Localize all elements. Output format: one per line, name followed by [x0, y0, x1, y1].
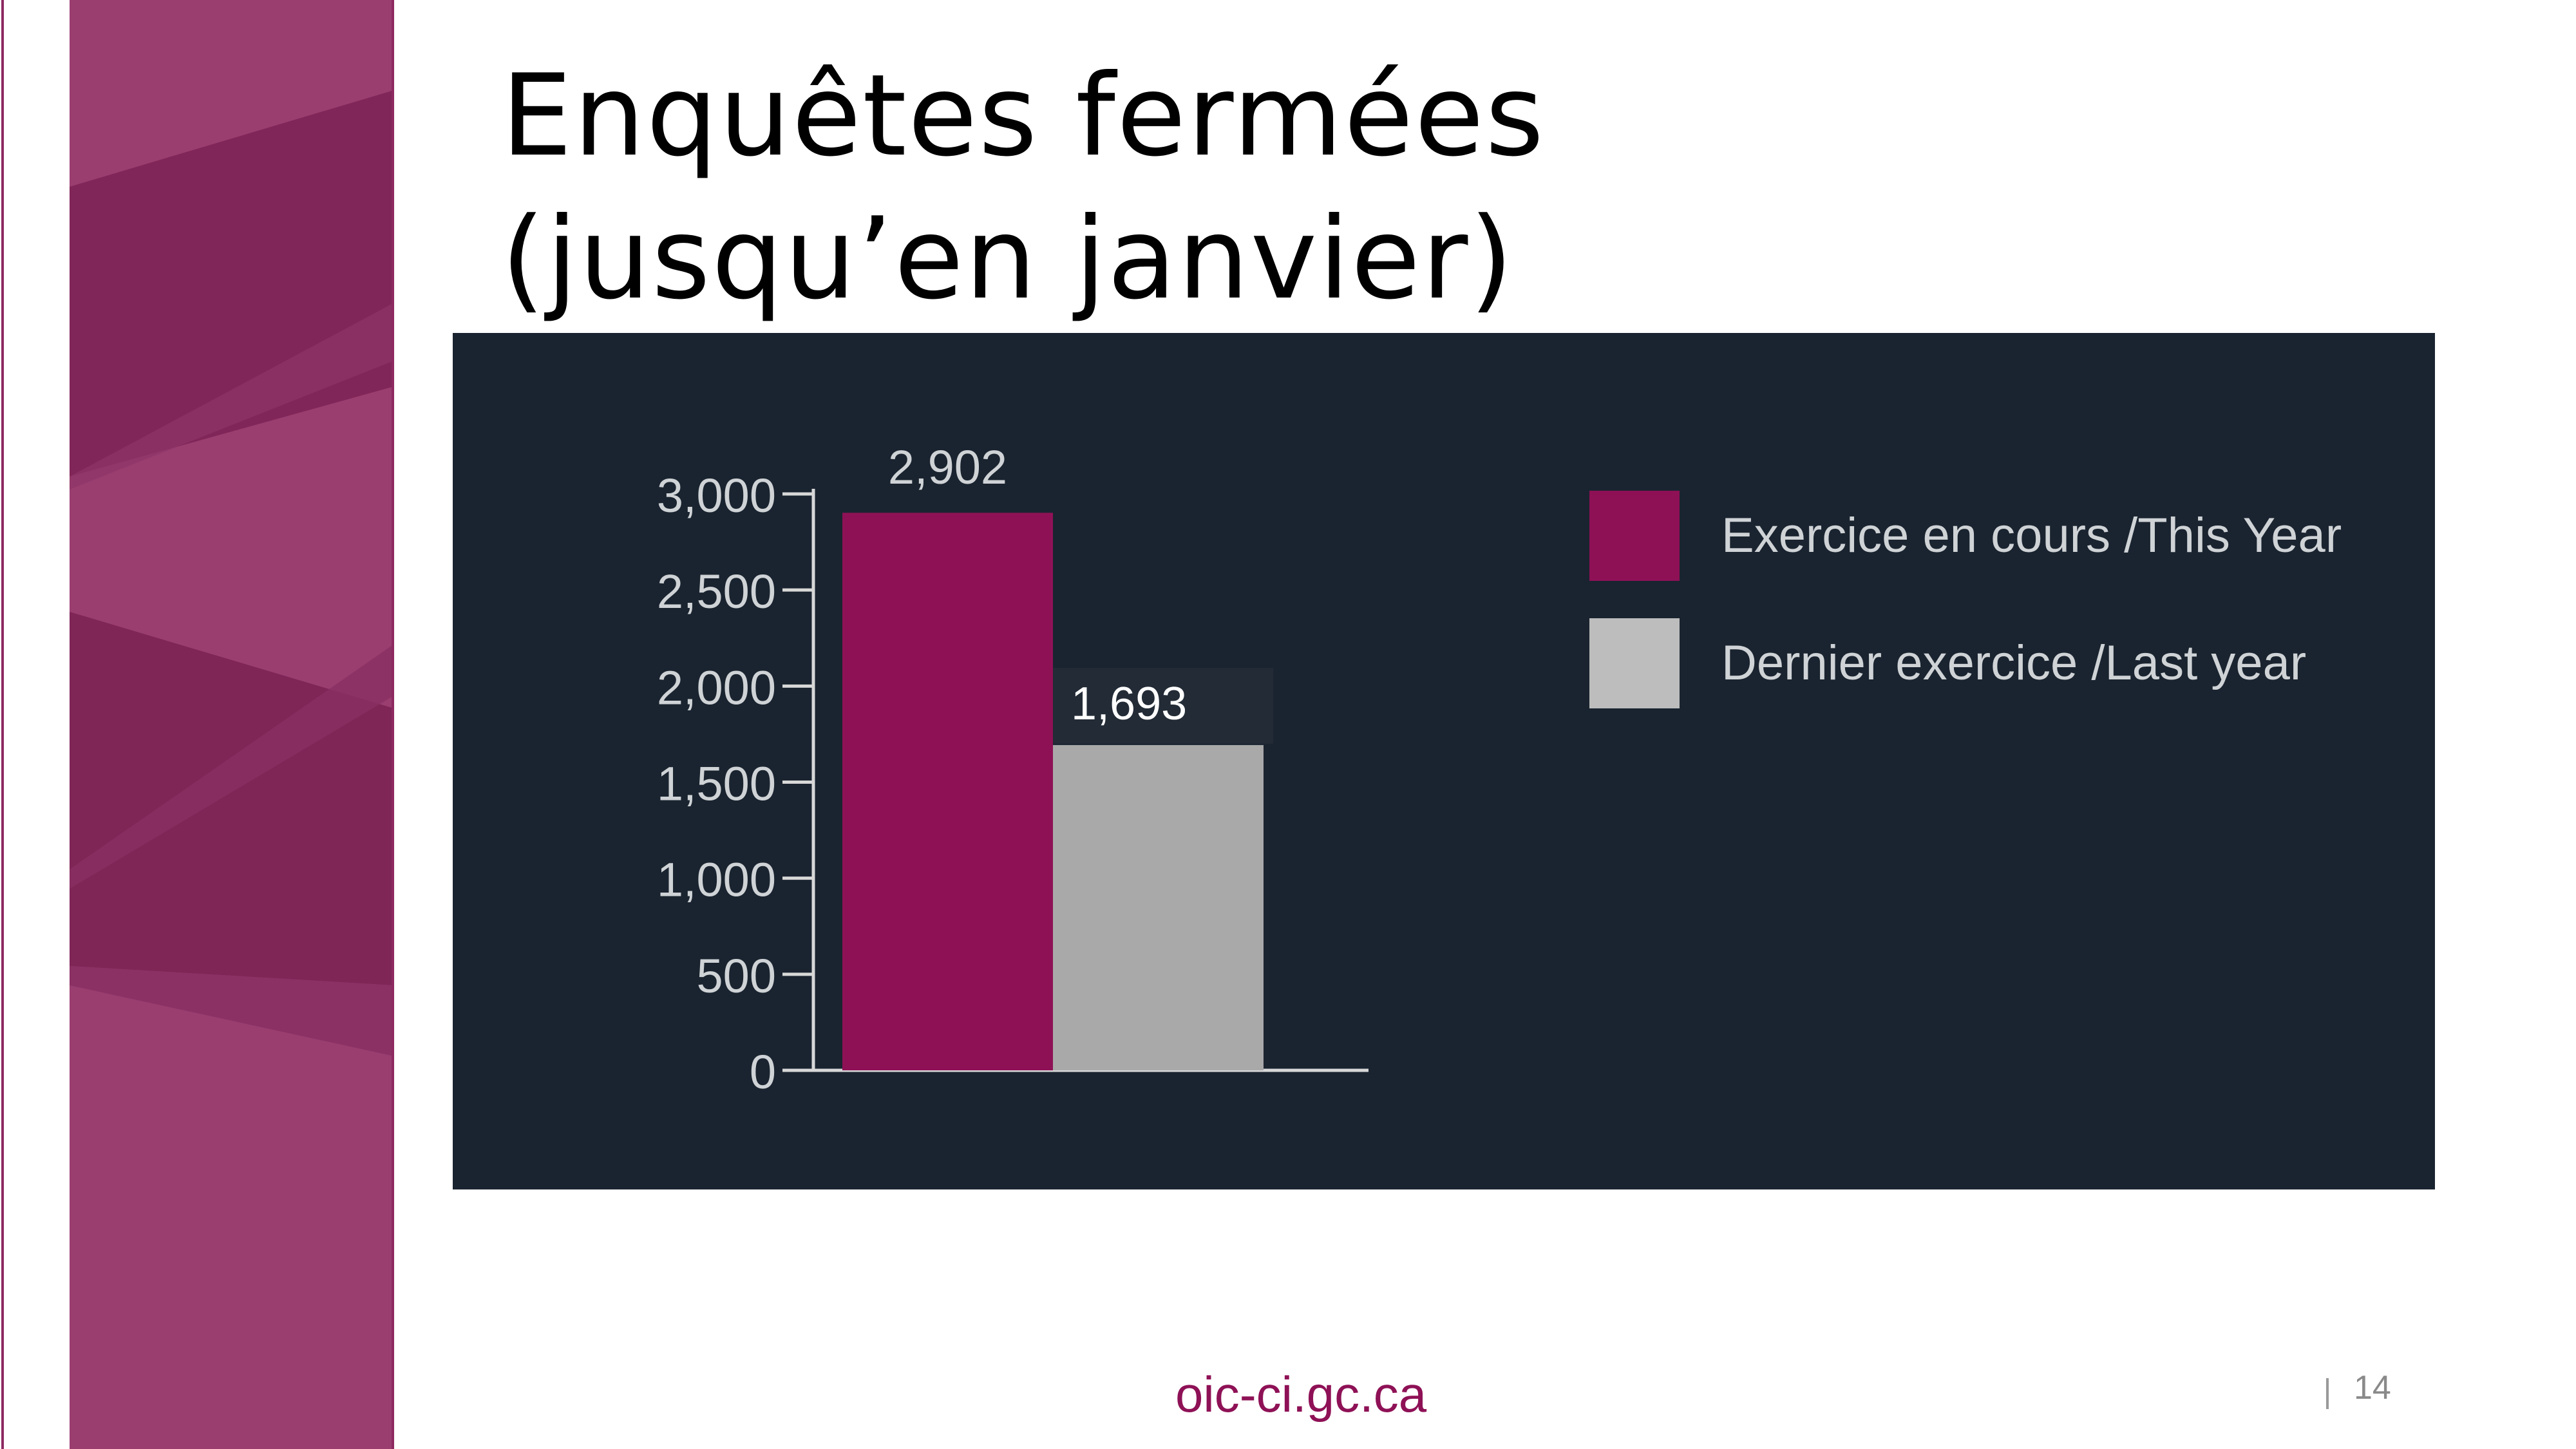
y-tick-label: 0	[750, 1045, 776, 1099]
legend-swatch-this-year	[1589, 491, 1680, 581]
y-tick-label: 3,000	[657, 469, 776, 522]
title-line-2: (jusqu’en janvier)	[501, 194, 1515, 325]
footer-url[interactable]: oic-ci.gc.ca	[1175, 1366, 1427, 1423]
legend-label-last-year: Dernier exercice /Last year	[1721, 636, 2306, 690]
data-label-this-year: 2,902	[888, 440, 1007, 494]
bar-this-year	[842, 513, 1053, 1070]
y-tick-label: 2,500	[657, 565, 776, 618]
page-number: 14	[2354, 1369, 2391, 1406]
page-separator	[2326, 1378, 2329, 1409]
y-tick-label: 1,000	[657, 853, 776, 907]
y-tick-label: 1,500	[657, 757, 776, 811]
title-line-1: Enquêtes fermées	[501, 51, 1546, 182]
data-label-box	[1053, 667, 1273, 744]
data-label-last-year: 1,693	[1071, 678, 1187, 730]
chart-panel: 0 500 1,000 1,500 2,000 2,500 3,000 2,902 1,693 E…	[453, 333, 2435, 1189]
bar-chart: 0 500 1,000 1,500 2,000 2,500 3,000 2,902 1,693 E…	[657, 440, 2342, 1099]
sidebar-decoration	[0, 0, 399, 1449]
bar-last-year	[1053, 744, 1264, 1070]
legend-swatch-last-year	[1589, 618, 1680, 708]
slide-title: Enquêtes fermées (jusqu’en janvier)	[501, 45, 1545, 331]
y-tick-label: 500	[697, 949, 776, 1003]
y-tick-label: 2,000	[657, 661, 776, 714]
legend-label-this-year: Exercice en cours /This Year	[1721, 508, 2342, 563]
